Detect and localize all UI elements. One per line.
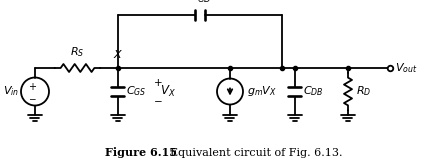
Text: $g_{\mathregular{m}}V_{\mathregular{X}}$: $g_{\mathregular{m}}V_{\mathregular{X}}$ [247, 85, 277, 98]
Text: $-$: $-$ [28, 93, 36, 102]
Text: $X$: $X$ [113, 48, 123, 60]
Text: $C_{\mathregular{DB}}$: $C_{\mathregular{DB}}$ [303, 85, 323, 98]
Text: $C_{\mathregular{GS}}$: $C_{\mathregular{GS}}$ [126, 85, 147, 98]
Text: $R_{\mathregular{S}}$: $R_{\mathregular{S}}$ [70, 45, 85, 59]
Text: $C_{\mathregular{GD}}$: $C_{\mathregular{GD}}$ [189, 0, 211, 5]
Text: +: + [154, 78, 162, 89]
Text: $V_{\mathregular{in}}$: $V_{\mathregular{in}}$ [3, 85, 19, 98]
Text: +: + [28, 81, 36, 92]
Text: Figure 6.15: Figure 6.15 [105, 147, 177, 158]
Text: Equivalent circuit of Fig. 6.13.: Equivalent circuit of Fig. 6.13. [170, 148, 343, 158]
Text: $V_{\mathregular{X}}$: $V_{\mathregular{X}}$ [160, 84, 176, 99]
Text: $R_{\mathregular{D}}$: $R_{\mathregular{D}}$ [356, 85, 371, 98]
Text: $V_{\mathregular{out}}$: $V_{\mathregular{out}}$ [395, 61, 418, 75]
Text: $-$: $-$ [153, 95, 163, 106]
